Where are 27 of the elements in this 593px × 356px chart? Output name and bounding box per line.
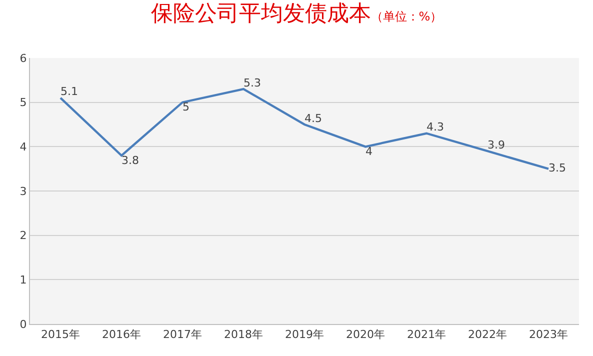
data-label: 3.9 xyxy=(488,138,505,152)
y-tick-label: 6 xyxy=(20,52,27,65)
y-tick-label: 1 xyxy=(20,274,27,287)
x-tick-label: 2022年 xyxy=(468,328,507,342)
line-series xyxy=(59,88,550,170)
y-tick-label: 5 xyxy=(20,96,27,110)
x-tick-label: 2023年 xyxy=(529,328,568,342)
data-label: 3.8 xyxy=(122,154,139,167)
x-tick-label: 2018年 xyxy=(224,328,263,342)
y-tick-label: 3 xyxy=(20,184,27,198)
x-tick-label: 2019年 xyxy=(285,328,324,342)
chart-subtitle: （单位：%） xyxy=(370,10,442,24)
data-label: 3.5 xyxy=(548,162,566,175)
x-tick-label: 2015年 xyxy=(41,328,80,342)
data-label: 5 xyxy=(182,100,190,114)
data-label: 5.1 xyxy=(60,85,78,98)
x-tick-label: 2021年 xyxy=(407,328,446,342)
data-label: 4.3 xyxy=(426,120,444,134)
y-tick-label: 4 xyxy=(20,140,27,154)
y-tick-label: 0 xyxy=(20,318,27,331)
x-tick-label: 2016年 xyxy=(102,328,141,342)
x-tick-label: 2017年 xyxy=(163,328,202,342)
data-label: 4.5 xyxy=(304,112,322,125)
data-label: 5.3 xyxy=(244,76,261,90)
data-label: 4 xyxy=(366,144,372,158)
y-tick-label: 2 xyxy=(20,229,27,242)
x-tick-label: 2020年 xyxy=(346,328,385,342)
